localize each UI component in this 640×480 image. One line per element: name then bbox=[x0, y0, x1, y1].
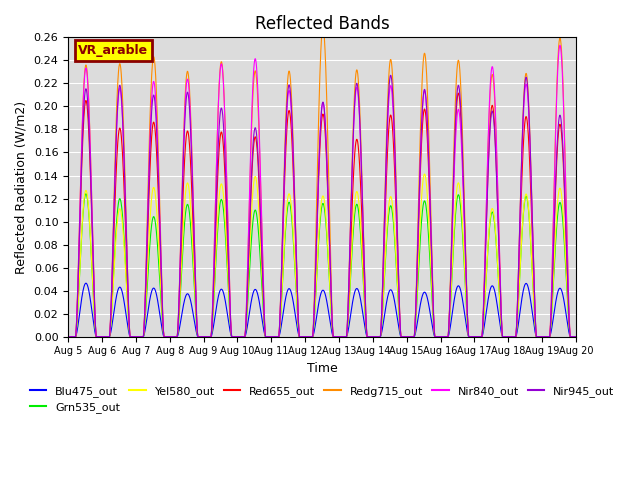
Redg715_out bbox=[337, 334, 344, 340]
Redg715_out bbox=[64, 334, 72, 340]
Nir945_out bbox=[572, 334, 580, 340]
Blu475_out bbox=[541, 334, 549, 340]
Line: Redg715_out: Redg715_out bbox=[68, 27, 576, 337]
X-axis label: Time: Time bbox=[307, 362, 337, 375]
Nir840_out bbox=[64, 334, 72, 340]
Nir840_out bbox=[206, 334, 214, 340]
Blu475_out bbox=[82, 280, 90, 286]
Nir840_out bbox=[572, 334, 580, 340]
Grn535_out bbox=[348, 255, 355, 261]
Nir945_out bbox=[541, 334, 549, 340]
Grn535_out bbox=[527, 252, 535, 258]
Yel580_out bbox=[348, 252, 355, 258]
Blu475_out bbox=[572, 334, 580, 340]
Blu475_out bbox=[337, 334, 344, 340]
Yel580_out bbox=[572, 334, 580, 340]
Blu475_out bbox=[348, 305, 355, 311]
Line: Blu475_out: Blu475_out bbox=[68, 283, 576, 337]
Grn535_out bbox=[470, 334, 477, 340]
Redg715_out bbox=[572, 334, 580, 340]
Nir840_out bbox=[469, 334, 477, 340]
Grn535_out bbox=[541, 334, 549, 340]
Grn535_out bbox=[206, 334, 214, 340]
Line: Nir840_out: Nir840_out bbox=[68, 46, 576, 337]
Line: Red655_out: Red655_out bbox=[68, 93, 576, 337]
Nir840_out bbox=[541, 334, 549, 340]
Red655_out bbox=[64, 334, 72, 340]
Red655_out bbox=[206, 334, 214, 340]
Nir945_out bbox=[387, 72, 394, 78]
Grn535_out bbox=[82, 191, 90, 197]
Nir840_out bbox=[348, 194, 355, 200]
Nir840_out bbox=[527, 179, 535, 184]
Red655_out bbox=[454, 90, 462, 96]
Yel580_out bbox=[64, 334, 72, 340]
Redg715_out bbox=[348, 176, 355, 181]
Redg715_out bbox=[470, 334, 477, 340]
Grn535_out bbox=[337, 334, 344, 340]
Nir945_out bbox=[470, 334, 477, 340]
Nir945_out bbox=[527, 182, 535, 188]
Blu475_out bbox=[206, 334, 214, 340]
Red655_out bbox=[470, 334, 477, 340]
Red655_out bbox=[337, 334, 344, 340]
Red655_out bbox=[572, 334, 580, 340]
Red655_out bbox=[541, 334, 549, 340]
Blu475_out bbox=[64, 334, 72, 340]
Y-axis label: Reflected Radiation (W/m2): Reflected Radiation (W/m2) bbox=[15, 100, 28, 274]
Nir945_out bbox=[348, 192, 355, 198]
Nir840_out bbox=[337, 334, 344, 340]
Red655_out bbox=[348, 223, 355, 229]
Yel580_out bbox=[337, 334, 344, 340]
Nir945_out bbox=[206, 334, 214, 340]
Red655_out bbox=[527, 205, 535, 211]
Grn535_out bbox=[64, 334, 72, 340]
Nir945_out bbox=[337, 334, 344, 340]
Redg715_out bbox=[541, 334, 549, 340]
Redg715_out bbox=[527, 180, 535, 186]
Redg715_out bbox=[206, 334, 214, 340]
Yel580_out bbox=[470, 334, 477, 340]
Legend: Blu475_out, Grn535_out, Yel580_out, Red655_out, Redg715_out, Nir840_out, Nir945_: Blu475_out, Grn535_out, Yel580_out, Red6… bbox=[25, 381, 619, 418]
Line: Yel580_out: Yel580_out bbox=[68, 174, 576, 337]
Blu475_out bbox=[527, 303, 535, 309]
Blu475_out bbox=[470, 334, 477, 340]
Line: Grn535_out: Grn535_out bbox=[68, 194, 576, 337]
Grn535_out bbox=[572, 334, 580, 340]
Line: Nir945_out: Nir945_out bbox=[68, 75, 576, 337]
Nir840_out bbox=[556, 43, 564, 48]
Redg715_out bbox=[319, 24, 327, 30]
Yel580_out bbox=[527, 251, 535, 256]
Yel580_out bbox=[541, 334, 549, 340]
Yel580_out bbox=[206, 334, 214, 340]
Text: VR_arable: VR_arable bbox=[78, 44, 148, 57]
Title: Reflected Bands: Reflected Bands bbox=[255, 15, 390, 33]
Nir945_out bbox=[64, 334, 72, 340]
Yel580_out bbox=[420, 171, 428, 177]
